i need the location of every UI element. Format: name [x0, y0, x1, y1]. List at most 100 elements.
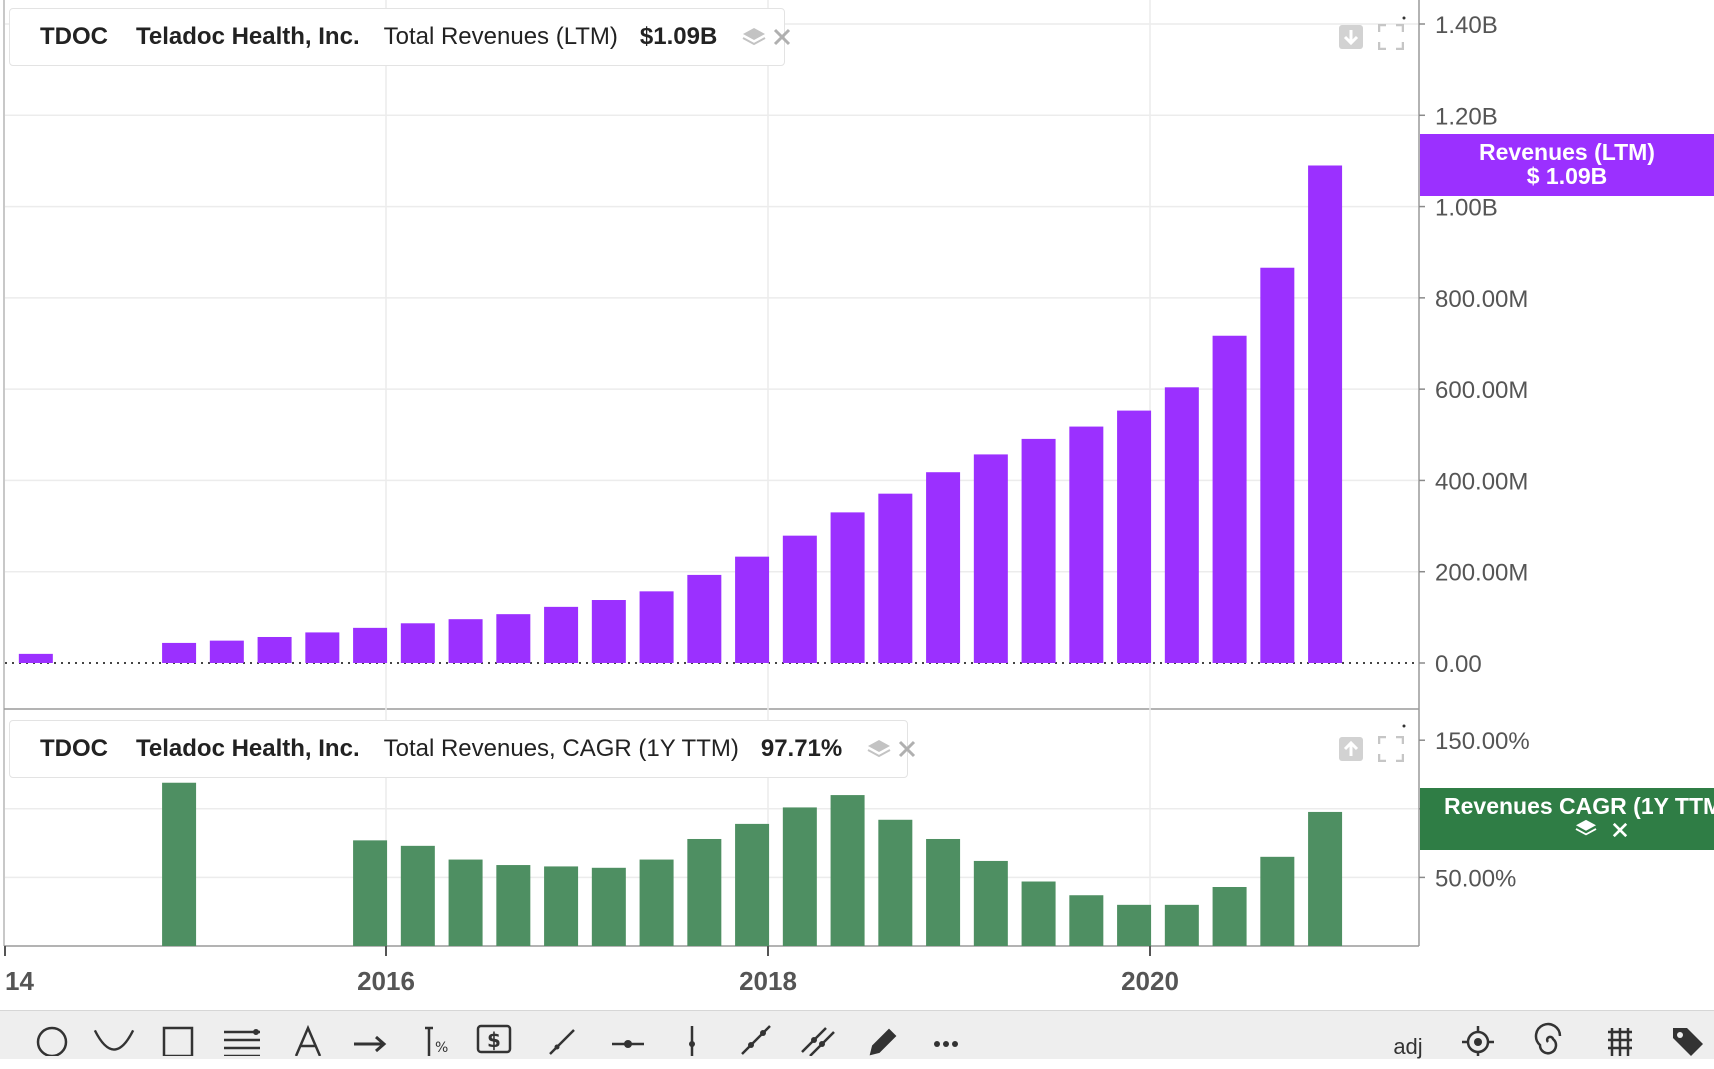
- svg-text:$: $: [487, 1028, 501, 1052]
- percent-ruler-icon[interactable]: %: [414, 1017, 458, 1061]
- adj-toggle[interactable]: adj: [1393, 1034, 1423, 1059]
- revenue-bar: [544, 606, 579, 663]
- layers-icon[interactable]: [866, 735, 892, 763]
- drawing-toolbar: % $ adj: [0, 1010, 1714, 1059]
- x-tick-label: 2016: [357, 966, 415, 996]
- revenue-tick-label: 200.00M: [1435, 560, 1528, 587]
- revenue-panel-controls: [1336, 22, 1406, 52]
- crosshair-icon[interactable]: [1456, 1017, 1500, 1061]
- cagr-legend-value: 97.71%: [760, 735, 843, 762]
- cagr-bar: [591, 867, 626, 946]
- cagr-legend-company: Teladoc Health, Inc.: [136, 735, 360, 762]
- trendline-icon[interactable]: [540, 1017, 584, 1061]
- arrow-icon[interactable]: [348, 1017, 392, 1061]
- cagr-bar: [353, 840, 388, 946]
- grid-icon[interactable]: [1598, 1017, 1642, 1061]
- revenue-bar: [687, 574, 722, 663]
- cagr-bar: [1069, 895, 1104, 946]
- cagr-bar: [400, 845, 435, 946]
- revenue-tick-label: 600.00M: [1435, 377, 1528, 404]
- revenue-bar: [1212, 335, 1247, 663]
- cagr-bar: [830, 795, 865, 946]
- revenue-bar: [735, 556, 770, 663]
- close-icon[interactable]: [1612, 818, 1628, 842]
- cagr-bar: [687, 838, 722, 946]
- revenue-bar: [830, 512, 865, 663]
- x-tick-label: 2018: [739, 966, 797, 996]
- revenue-bar: [496, 614, 531, 663]
- spiral-icon[interactable]: [1526, 1017, 1570, 1061]
- cagr-bar: [162, 782, 197, 946]
- revenue-price-badge: Revenues (LTM) $ 1.09B: [1420, 134, 1714, 196]
- expand-icon[interactable]: [1376, 734, 1406, 764]
- pencil-icon[interactable]: [860, 1017, 904, 1061]
- revenue-legend-value: $1.09B: [639, 23, 718, 50]
- chart-canvas: 0.00 200.00M 400.00M 600.00M 800.00M 1.00B 1.2…: [3, 0, 1530, 996]
- panel-corner-dot: [1402, 16, 1406, 20]
- revenue-legend-ticker: TDOC: [40, 23, 108, 50]
- vertical-line-icon[interactable]: [670, 1017, 714, 1061]
- arc-icon[interactable]: [92, 1017, 136, 1061]
- x-tick-label: 2020: [1121, 966, 1179, 996]
- revenue-bar: [1308, 165, 1343, 663]
- x-tick-label: 14: [5, 966, 34, 996]
- revenue-legend-metric: Total Revenues (LTM): [383, 23, 618, 50]
- expand-icon[interactable]: [1376, 22, 1406, 52]
- revenue-legend-company: Teladoc Health, Inc.: [136, 23, 360, 50]
- cagr-bar: [496, 865, 531, 946]
- cagr-badge-actions: [1444, 818, 1714, 842]
- revenue-bar: [209, 640, 244, 663]
- more-icon[interactable]: [924, 1017, 968, 1061]
- cagr-tick-label: 50.00%: [1435, 865, 1516, 892]
- revenue-bar: [18, 653, 53, 663]
- cagr-bar: [544, 866, 579, 946]
- revenue-tick-label: 1.00B: [1435, 195, 1498, 222]
- cagr-bar: [782, 807, 817, 946]
- revenue-bar: [162, 642, 197, 663]
- plot-background: [4, 0, 1420, 946]
- restore-icon[interactable]: [1336, 734, 1366, 764]
- cagr-bar: [1308, 811, 1343, 946]
- cagr-bar: [735, 823, 770, 946]
- price-label-icon[interactable]: $: [472, 1017, 516, 1061]
- close-icon[interactable]: [898, 735, 916, 763]
- revenue-badge-title: Revenues (LTM): [1479, 139, 1655, 165]
- horizontal-line-icon[interactable]: [606, 1017, 650, 1061]
- revenue-bar: [926, 472, 961, 663]
- cagr-bar: [1260, 856, 1295, 946]
- cagr-bar: [973, 860, 1008, 946]
- layers-icon[interactable]: [741, 23, 767, 51]
- text-icon[interactable]: [286, 1017, 330, 1061]
- cagr-bar: [926, 838, 961, 946]
- fibonacci-icon[interactable]: [220, 1017, 264, 1061]
- revenue-bar: [1164, 387, 1199, 663]
- close-icon[interactable]: [773, 23, 791, 51]
- revenue-bar: [305, 632, 340, 663]
- revenue-bar: [639, 591, 674, 663]
- cagr-legend-ticker: TDOC: [40, 735, 108, 762]
- revenue-bar: [448, 619, 483, 663]
- revenue-tick-label: 0.00: [1435, 651, 1482, 678]
- tag-icon[interactable]: [1666, 1017, 1710, 1061]
- cagr-panel-controls: [1336, 734, 1406, 764]
- circle-icon[interactable]: [30, 1017, 74, 1061]
- channel-icon[interactable]: [796, 1017, 840, 1061]
- cagr-bar: [1021, 881, 1056, 946]
- revenue-bar: [591, 600, 626, 663]
- revenue-badge-value: $ 1.09B: [1526, 163, 1608, 189]
- cagr-bar: [1117, 904, 1152, 946]
- panel-corner-dot: [1402, 724, 1406, 728]
- cagr-bar: [639, 859, 674, 946]
- revenue-bar: [1069, 426, 1104, 663]
- layers-icon[interactable]: [1574, 818, 1598, 842]
- revenue-bar: [1117, 410, 1152, 663]
- ray-icon[interactable]: [734, 1017, 778, 1061]
- rectangle-icon[interactable]: [156, 1017, 200, 1061]
- svg-text:%: %: [435, 1040, 448, 1056]
- revenue-bar: [973, 454, 1008, 663]
- download-icon[interactable]: [1336, 22, 1366, 52]
- revenue-bar: [1021, 438, 1056, 663]
- cagr-tick-label: 150.00%: [1435, 728, 1530, 755]
- cagr-bar: [448, 859, 483, 946]
